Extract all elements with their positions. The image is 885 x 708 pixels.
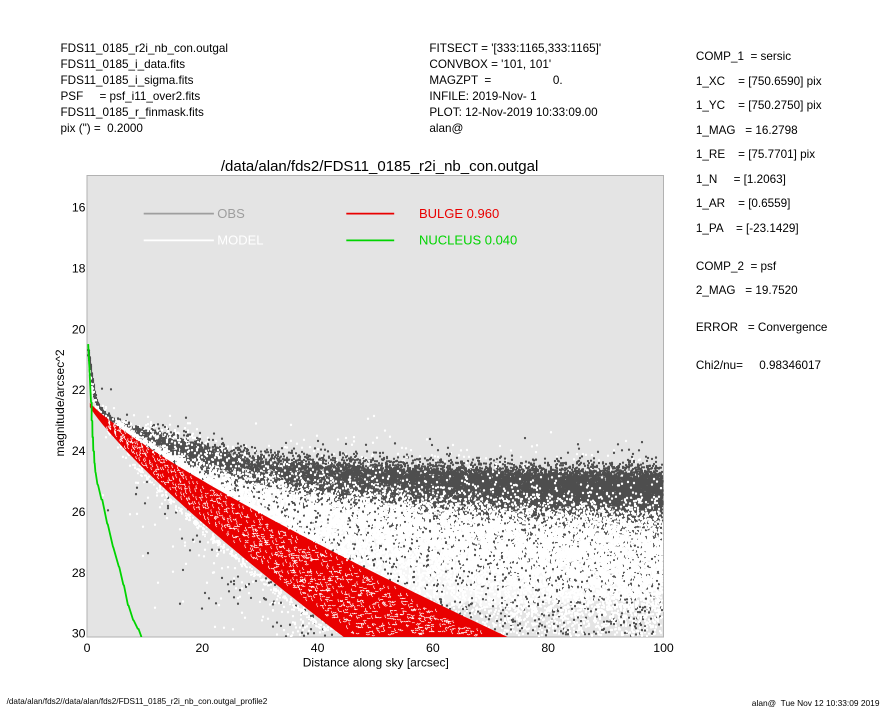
svg-text:MODEL: MODEL bbox=[217, 233, 263, 248]
svg-text:40: 40 bbox=[311, 641, 325, 655]
svg-text:BULGE 0.960: BULGE 0.960 bbox=[419, 206, 499, 221]
svg-text:20: 20 bbox=[195, 641, 209, 655]
svg-text:magnitude/arcsec^2: magnitude/arcsec^2 bbox=[53, 349, 67, 456]
svg-text:0: 0 bbox=[84, 641, 91, 655]
svg-text:24: 24 bbox=[72, 444, 86, 458]
svg-text:18: 18 bbox=[72, 262, 86, 276]
svg-text:NUCLEUS 0.040: NUCLEUS 0.040 bbox=[419, 233, 517, 248]
svg-text:16: 16 bbox=[72, 201, 86, 215]
svg-text:OBS: OBS bbox=[217, 206, 245, 221]
svg-text:60: 60 bbox=[426, 641, 440, 655]
svg-text:100: 100 bbox=[653, 641, 674, 655]
svg-text:28: 28 bbox=[72, 566, 86, 580]
svg-text:Distance along sky [arcsec]: Distance along sky [arcsec] bbox=[303, 656, 449, 670]
svg-text:20: 20 bbox=[72, 322, 86, 336]
svg-text:26: 26 bbox=[72, 505, 86, 519]
svg-text:22: 22 bbox=[72, 383, 86, 397]
svg-text:30: 30 bbox=[72, 627, 86, 641]
svg-text:80: 80 bbox=[541, 641, 555, 655]
